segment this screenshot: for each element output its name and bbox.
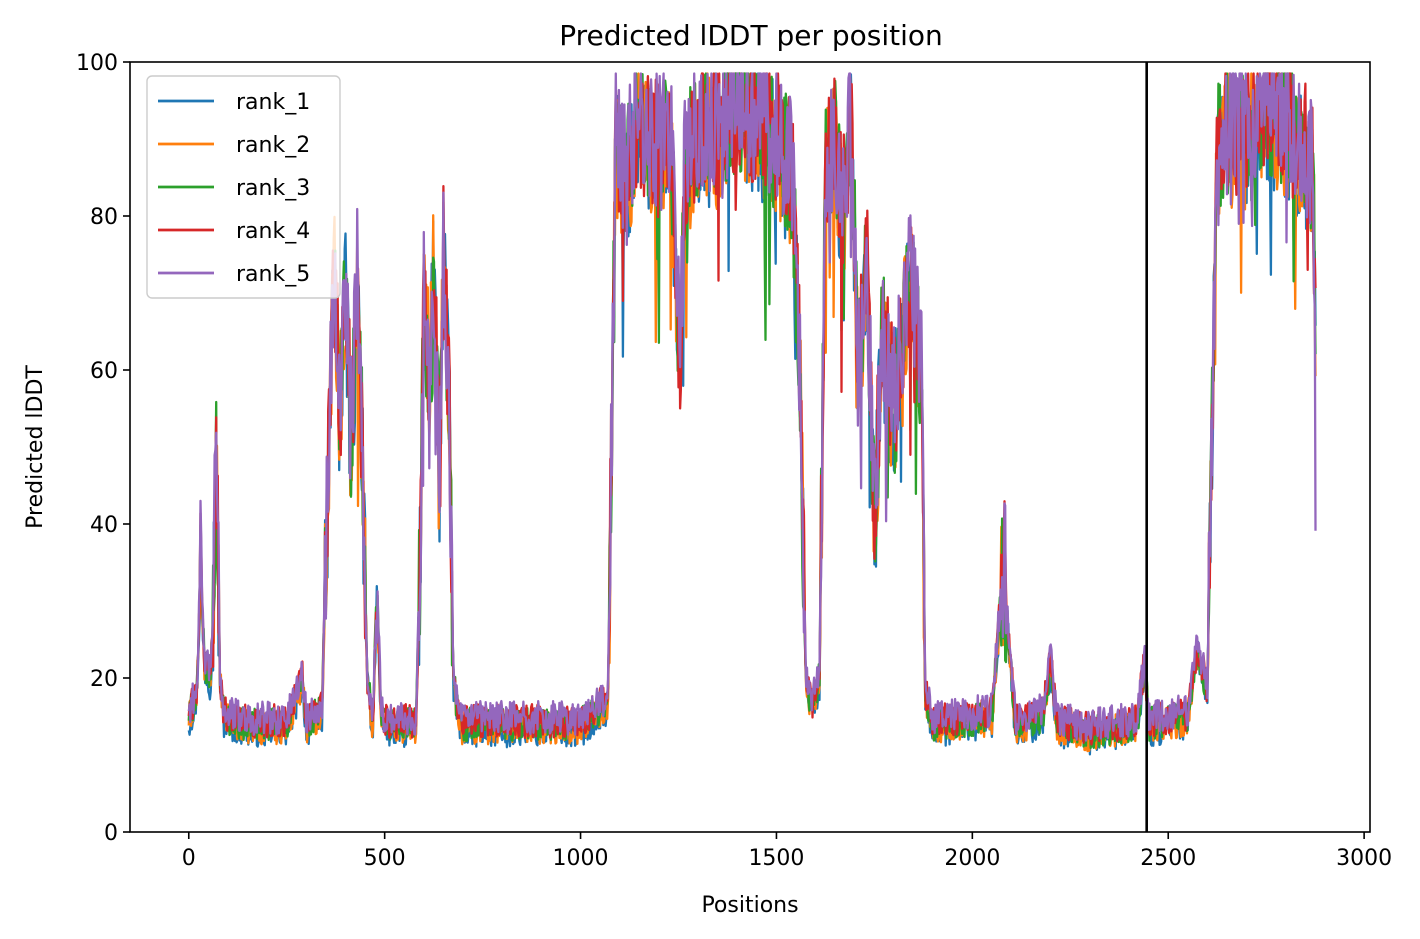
- y-tick-label: 20: [90, 667, 118, 692]
- y-tick-label: 100: [76, 51, 118, 76]
- y-axis: 0 20 40 60 80 100: [76, 51, 130, 846]
- legend-label: rank_5: [236, 262, 310, 287]
- y-axis-label: Predicted lDDT: [23, 365, 48, 529]
- x-tick-label: 2500: [1140, 846, 1196, 871]
- y-tick-label: 0: [104, 821, 118, 846]
- x-tick-label: 500: [364, 846, 406, 871]
- legend-label: rank_4: [236, 219, 310, 244]
- series-line-rank_5: [187, 72, 1317, 742]
- plot-frame: [129, 61, 1371, 833]
- legend-label: rank_1: [236, 90, 310, 115]
- x-tick-label: 1500: [748, 846, 804, 871]
- x-tick-label: 3000: [1336, 846, 1392, 871]
- legend-label: rank_2: [236, 133, 310, 158]
- x-axis: 0 500 1000 1500 2000 2500 3000: [182, 832, 1392, 871]
- x-tick-label: 0: [182, 846, 196, 871]
- legend-label: rank_3: [236, 176, 310, 201]
- legend-frame: [146, 75, 341, 299]
- legend: rank_1 rank_2 rank_3 rank_4 rank_5: [146, 75, 341, 299]
- y-tick-label: 80: [90, 205, 118, 230]
- chart-title: Predicted lDDT per position: [559, 19, 943, 52]
- x-tick-label: 1000: [553, 846, 609, 871]
- y-tick-label: 60: [90, 359, 118, 384]
- series-layer: [187, 72, 1317, 756]
- x-tick-label: 2000: [944, 846, 1000, 871]
- y-tick-label: 40: [90, 513, 118, 538]
- x-axis-label: Positions: [701, 893, 798, 918]
